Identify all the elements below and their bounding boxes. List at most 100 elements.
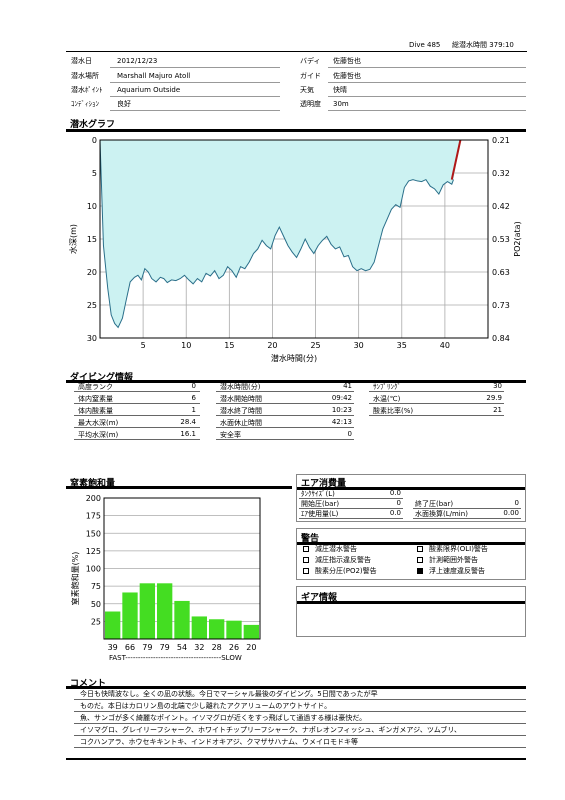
fast-slow-label: FAST------------------------------------… — [109, 654, 242, 662]
info-rule — [110, 96, 280, 97]
diving-info-value: 6 — [191, 394, 196, 402]
dive-graph-title: 潜水グラフ — [70, 120, 116, 130]
y-tick-label: 100 — [86, 565, 101, 574]
air-used-label: ｴｱ使用量(L) — [301, 510, 339, 518]
y-axis-label: 窒素飽和量(%) — [70, 552, 80, 606]
condition-value: 良好 — [117, 100, 131, 108]
dive-profile-chart: 5 10 15 20 25 30 35 40 0 5 10 15 20 25 30 0.21 0.32 0.42 0… — [68, 136, 522, 363]
start-pressure-value: 0 — [396, 499, 401, 507]
comment-rule — [74, 735, 526, 736]
comment-line: 今日も快晴波なし。全くの凪の状態。今日でマーシャル最後のダイビング。5日間であっ… — [80, 690, 378, 698]
x-tick-label: 39 — [108, 643, 118, 652]
diving-info-value: 42:13 — [331, 418, 352, 426]
y2-tick-label: 0.73 — [492, 301, 510, 310]
diving-info-title-bar — [66, 380, 526, 383]
y-tick-label: 5 — [92, 169, 97, 178]
diving-info-label: 潜水開始時間 — [220, 395, 262, 403]
air-rule — [413, 508, 521, 509]
nitrogen-bar — [157, 583, 173, 639]
comment-rule — [74, 747, 526, 748]
dive-graph-title-bar — [66, 129, 526, 132]
nitrogen-bar — [174, 600, 190, 639]
diving-info-value: 28.4 — [180, 418, 196, 426]
air-box: エア消費量 ﾀﾝｸｻｲｽﾞ(L) 0.0 開始圧(bar) 0 終了圧(bar)… — [296, 474, 526, 522]
warning-checkbox — [417, 557, 423, 563]
warnings-box: 警告 減圧潜水警告 酸素限界(OLI)警告 減圧指示違反警告 計測範囲外警告 酸素分圧(… — [296, 528, 526, 580]
warning-label: 減圧潜水警告 — [315, 545, 357, 553]
nitrogen-saturation-chart: 39 66 79 79 54 32 28 26 20255075100125150175200 … — [70, 494, 261, 652]
diving-info-value: 09:42 — [331, 394, 352, 402]
diving-info-rule — [74, 427, 200, 428]
x-axis-label: 潜水時間(分) — [271, 353, 317, 363]
diving-info-rule — [216, 403, 354, 404]
diving-info-label: 高度ランク — [78, 383, 113, 391]
warnings-title-bar — [297, 542, 525, 545]
comment-rule — [74, 723, 526, 724]
point-value: Aquarium Outside — [117, 86, 181, 94]
diving-info-value: 10:23 — [331, 406, 352, 414]
place-value: Marshall Majuro Atoll — [117, 72, 191, 80]
diving-info-label: 体内窒素量 — [78, 395, 113, 403]
y-tick-label: 10 — [87, 202, 97, 211]
nitrogen-bar — [226, 620, 242, 639]
y-tick-label: 20 — [87, 268, 97, 277]
date-value: 2012/12/23 — [117, 57, 158, 65]
info-rule — [110, 67, 280, 68]
weather-label: 天気 — [300, 86, 314, 94]
page-bottom-bar — [66, 758, 526, 760]
warning-checkbox — [417, 568, 423, 574]
tank-label: ﾀﾝｸｻｲｽﾞ(L) — [301, 490, 335, 498]
y-tick-label: 125 — [86, 547, 101, 556]
diving-info-value: 0 — [347, 430, 352, 438]
diving-info-label: 潜水終了時間 — [220, 407, 262, 415]
x-tick-label: 5 — [141, 341, 146, 350]
dive-number: Dive 485 — [409, 41, 441, 49]
diving-info-rule — [74, 403, 200, 404]
place-label: 潜水場所 — [71, 72, 99, 80]
y2-tick-label: 0.42 — [492, 202, 510, 211]
diving-info-label: 酸素比率(%) — [373, 407, 414, 415]
warning-checkbox — [303, 557, 309, 563]
point-label: 潜水ﾎﾟｲﾝﾄ — [71, 86, 103, 94]
diving-info-value: 1 — [191, 406, 196, 414]
nitrogen-bar — [191, 616, 207, 639]
header-divider — [66, 51, 527, 52]
y-tick-label: 50 — [91, 600, 101, 609]
warning-checkbox — [303, 546, 309, 552]
nitrogen-title-bar — [66, 486, 292, 489]
y2-tick-label: 0.21 — [492, 136, 510, 145]
x-tick-label: 79 — [142, 643, 152, 652]
air-rule — [299, 508, 403, 509]
diving-info-rule — [74, 439, 200, 440]
y-tick-label: 75 — [91, 582, 101, 591]
diving-info-rule — [216, 439, 354, 440]
warning-label: 酸素限界(OLI)警告 — [429, 545, 488, 553]
x-tick-label: 10 — [181, 341, 191, 350]
end-pressure-value: 0 — [514, 499, 519, 507]
diving-info-value: 30 — [493, 382, 502, 390]
y-tick-label: 15 — [87, 235, 97, 244]
diving-info-label: 水面休止時間 — [220, 419, 262, 427]
comment-line: ものだ。本日はカロリン島の北端で少し離れたアクアリュームのアウトサイド。 — [80, 702, 332, 710]
y2-tick-label: 0.84 — [492, 334, 510, 343]
diving-info-label: 水温(℃) — [373, 395, 401, 403]
comment-title-bar — [66, 686, 526, 689]
y-tick-label: 30 — [87, 334, 97, 343]
x-tick-label: 40 — [440, 341, 450, 350]
y-tick-label: 150 — [86, 529, 101, 538]
surface-rate-value: 0.00 — [503, 509, 519, 517]
weather-value: 快晴 — [333, 86, 347, 94]
air-rule — [299, 518, 403, 519]
x-tick-label: 32 — [194, 643, 204, 652]
diving-info-value: 29.9 — [486, 394, 502, 402]
info-rule — [328, 67, 526, 68]
start-pressure-label: 開始圧(bar) — [301, 500, 340, 508]
diving-info-label: 平均水深(m) — [78, 431, 119, 439]
air-rule — [413, 518, 521, 519]
y2-axis-label: PO2(ata) — [513, 221, 522, 256]
depth-profile-line — [99, 139, 454, 329]
y-tick-label: 0 — [92, 136, 97, 145]
comment-line: 魚、サンゴが多く綺麗なポイント。イソマグロが近くをすっ飛ばして通過する様は豪快だ… — [80, 714, 367, 722]
diving-info-label: 安全率 — [220, 431, 241, 439]
warning-label: 計測範囲外警告 — [429, 556, 478, 564]
